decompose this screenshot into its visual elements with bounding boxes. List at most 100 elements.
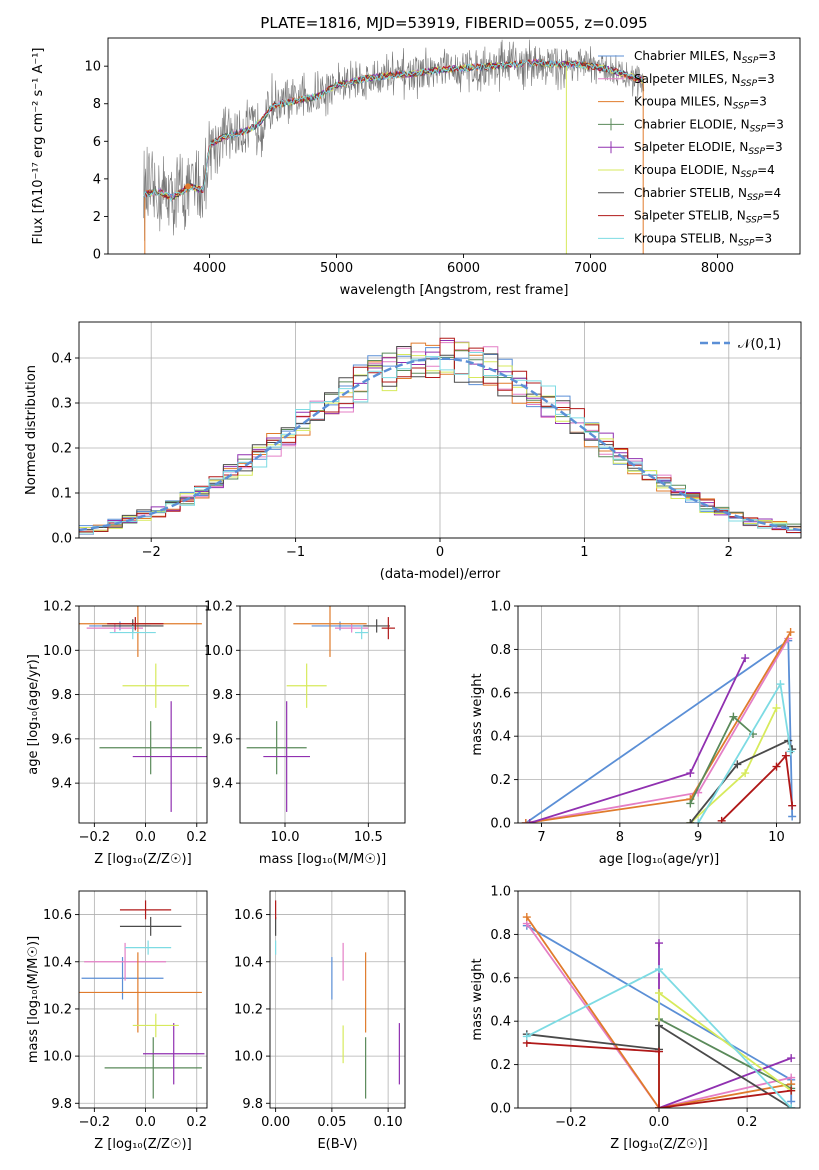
axes-frame (269, 890, 406, 1109)
weight-series-line (526, 1023, 792, 1108)
weight-point-marker (741, 654, 750, 663)
y-tick-label: 9.4 (212, 777, 233, 792)
y-tick-label: 9.8 (242, 1097, 263, 1112)
legend-entry: Chabrier MILES, NSSP=3 (634, 49, 776, 66)
weight-point-marker (788, 801, 797, 810)
y-tick-label: 0.1 (51, 487, 72, 502)
x-tick-label: 10 (768, 830, 785, 845)
axes-frame (78, 890, 208, 1109)
y-tick-label: 10.0 (204, 644, 233, 659)
y-tick-label: 0.8 (490, 928, 511, 943)
weight-point-marker (786, 747, 795, 756)
y-tick-label: 10.0 (43, 644, 72, 659)
spectrum-model-line (143, 59, 644, 203)
y-tick-label: 4 (93, 172, 101, 187)
y-axis-label: mass [log₁₀(M/M☉)] (26, 936, 41, 1063)
plot-z-weights: −0.2 0.0 0.2 0.0 0.2 0.4 0.6 0.8 1.0 Z [log₁₀(Z/Z… (470, 885, 801, 1152)
legend-subscript: SSP (747, 193, 764, 203)
y-axis-label: Normed distribution (24, 365, 39, 495)
axes-frame (107, 37, 801, 255)
x-tick-label: 5000 (320, 261, 353, 276)
plot-age-weights: 7 8 9 10 0.0 0.2 0.4 0.6 0.8 1.0 age [log₁₀(age/yr… (470, 600, 801, 867)
x-tick-label: 10.0 (271, 830, 300, 845)
legend-label: Salpeter STELIB, N (634, 209, 746, 223)
plot-area (79, 606, 207, 812)
plot-mass-age: 10.0 10.5 9.4 9.6 9.8 10.0 10.2 mass [log₁₀(M/M… (204, 600, 406, 867)
y-tick-label: 0.0 (490, 1102, 511, 1117)
plot-spectrum: 4000 5000 6000 7000 8000 0 2 4 6 8 10 wavelength [A… (31, 14, 801, 298)
x-axis-label: Z [log₁₀(Z/Z☉)] (610, 1137, 707, 1152)
plot-area (143, 39, 645, 254)
plot-area (522, 913, 796, 1108)
x-axis-label: (data-model)/error (380, 567, 501, 582)
y-tick-label: 2 (93, 210, 101, 225)
legend-entry: 𝒩(0,1) (738, 337, 781, 352)
y-tick-label: 9.6 (212, 732, 233, 747)
y-tick-label: 0 (93, 248, 101, 263)
y-tick-label: 10.6 (43, 908, 72, 923)
x-tick-label: −0.2 (79, 830, 111, 845)
x-tick-label: 7 (537, 830, 545, 845)
x-tick-label: 0.2 (737, 1115, 758, 1130)
legend-label: Chabrier MILES, N (634, 49, 742, 63)
spectrum-model-line (143, 59, 644, 200)
y-axis-label: mass weight (470, 673, 485, 755)
y-tick-label: 10.0 (43, 1050, 72, 1065)
y-axis-label: age [log₁₀(age/yr)] (26, 654, 41, 775)
legend-entry: Kroupa STELIB, NSSP=3 (634, 231, 772, 248)
weight-point-marker (787, 1054, 796, 1063)
plot-z-age: −0.2 0.0 0.2 9.4 9.6 9.8 10.0 10.2 Z [log₁₀(Z/Z☉… (26, 600, 208, 867)
legend-label: Kroupa MILES, N (634, 95, 733, 109)
y-tick-label: 8 (93, 97, 101, 112)
axes-frame (517, 605, 801, 824)
legend-subscript: SSP (750, 124, 767, 134)
x-tick-label: 6000 (447, 261, 480, 276)
x-axis-label: Z [log₁₀(Z/Z☉)] (94, 852, 191, 867)
normal-reference-curve (79, 357, 801, 532)
y-tick-label: 0.0 (490, 817, 511, 832)
legend-entry: Chabrier STELIB, NSSP=4 (634, 186, 781, 203)
legend-subscript: SSP (742, 56, 759, 66)
weight-point-marker (655, 1104, 663, 1108)
weight-point-marker (655, 1047, 663, 1056)
plot-ebv-mass: 0.00 0.05 0.10 9.8 10.0 10.2 10.4 10.6 E(B-V) (234, 890, 406, 1152)
legend-entry: Salpeter MILES, NSSP=3 (634, 72, 775, 89)
weight-point-marker (741, 769, 750, 778)
y-tick-label: 10.0 (234, 1050, 263, 1065)
legend-entry: Salpeter ELODIE, NSSP=3 (634, 140, 783, 157)
x-axis-label: age [log₁₀(age/yr)] (599, 852, 720, 867)
weight-point-marker (521, 819, 530, 823)
legend-subscript: SSP (733, 102, 750, 112)
legend-value: =4 (764, 186, 782, 200)
legend-subscript: SSP (748, 147, 765, 157)
weight-point-marker (525, 819, 534, 823)
x-tick-label: 10.5 (354, 830, 383, 845)
y-tick-label: 10.4 (43, 955, 72, 970)
y-tick-label: 0.4 (490, 730, 511, 745)
x-tick-label: 0.2 (186, 1115, 207, 1130)
weight-series-line (526, 916, 792, 1108)
weight-point-marker (522, 1032, 531, 1041)
x-tick-label: 0 (436, 545, 444, 560)
weight-point-marker (686, 769, 695, 778)
y-tick-label: 9.8 (212, 688, 233, 703)
weight-point-marker (655, 965, 663, 974)
x-tick-label: 8 (616, 830, 624, 845)
legend-label: Chabrier STELIB, N (634, 186, 747, 200)
x-tick-label: 1 (580, 545, 588, 560)
x-tick-label: 8000 (701, 261, 734, 276)
weight-series-line (658, 943, 792, 1108)
y-tick-label: 6 (93, 135, 101, 150)
weight-point-marker (686, 799, 695, 808)
axes-frame (78, 605, 208, 824)
legend-label: Salpeter ELODIE, N (634, 140, 748, 154)
y-tick-label: 0.8 (490, 643, 511, 658)
legend-value: =3 (749, 95, 767, 109)
weight-point-marker (781, 751, 790, 760)
x-tick-label: 2 (725, 545, 733, 560)
x-tick-label: −2 (142, 545, 161, 560)
weight-point-marker (686, 819, 695, 823)
y-axis-label: mass weight (470, 958, 485, 1040)
legend-value: =3 (754, 231, 772, 245)
